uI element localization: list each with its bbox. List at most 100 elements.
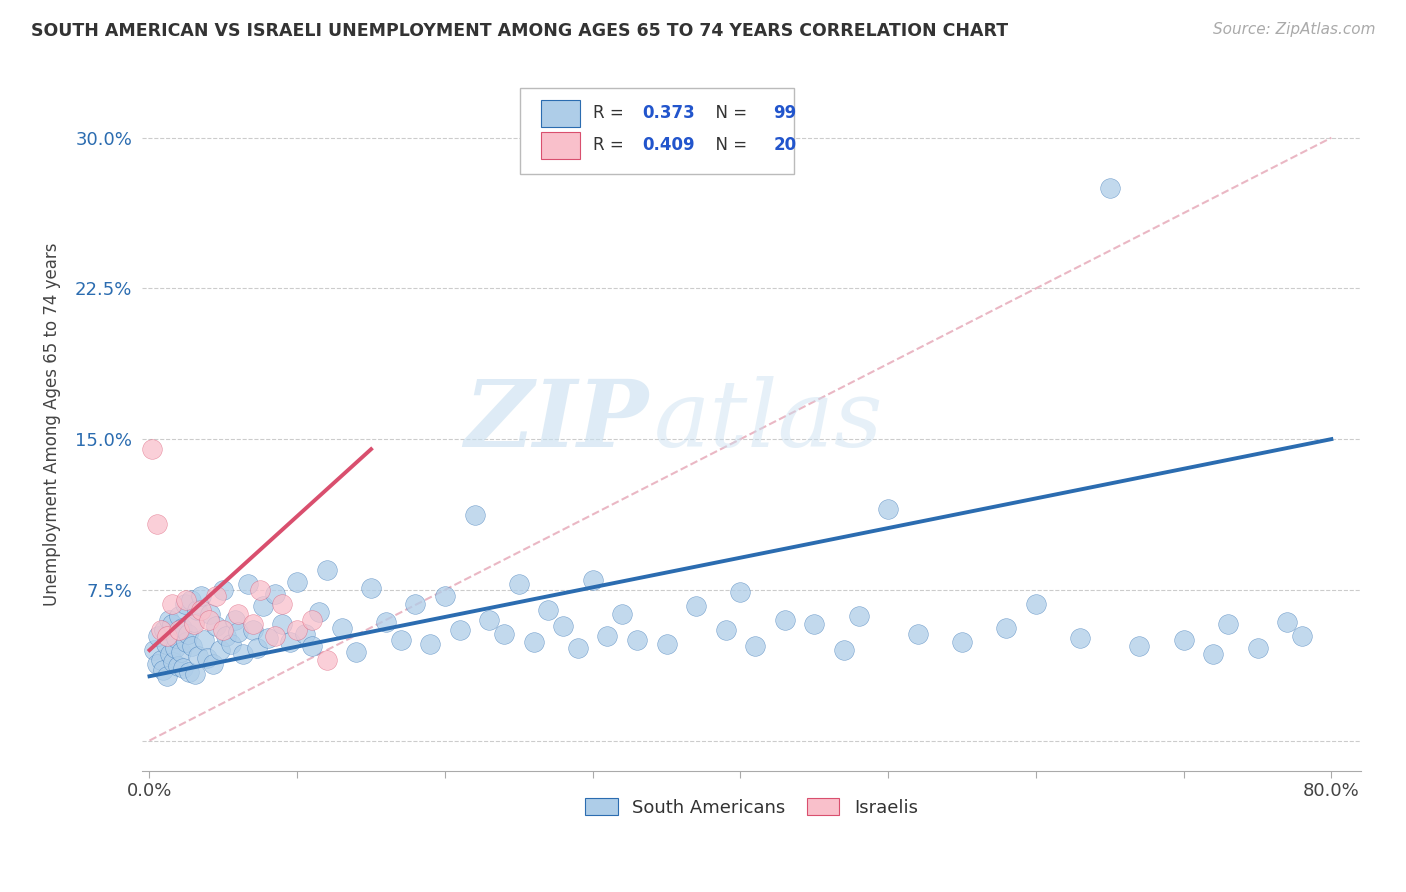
Legend: South Americans, Israelis: South Americans, Israelis (578, 791, 925, 824)
Point (212, 623, 235, 637)
Point (449, 623, 471, 637)
Text: ZIP: ZIP (464, 376, 648, 466)
Point (404, 597, 426, 611)
Point (494, 627, 516, 641)
Point (169, 645, 191, 659)
Point (832, 643, 855, 657)
Point (285, 574, 308, 589)
Point (150, 623, 173, 637)
Point (172, 661, 194, 675)
Point (177, 627, 200, 641)
Point (508, 577, 530, 591)
Point (195, 651, 218, 665)
Point (181, 639, 204, 653)
Point (523, 635, 546, 649)
Point (907, 627, 929, 641)
Point (626, 633, 648, 648)
Point (219, 637, 242, 651)
Point (179, 665, 201, 680)
Point (612, 607, 634, 621)
Point (156, 669, 179, 683)
Point (212, 582, 235, 597)
Point (271, 617, 294, 632)
Point (308, 605, 330, 619)
Point (209, 643, 232, 657)
Point (238, 577, 260, 591)
Point (1025, 597, 1047, 611)
Point (596, 629, 619, 643)
Point (162, 655, 184, 669)
Point (294, 627, 316, 641)
Point (242, 623, 264, 637)
Point (166, 659, 188, 673)
Point (180, 593, 202, 607)
Point (1098, 181, 1121, 195)
Point (803, 617, 825, 632)
Point (582, 573, 605, 587)
Point (160, 597, 183, 611)
Point (478, 613, 501, 627)
FancyBboxPatch shape (520, 87, 794, 175)
Point (1246, 641, 1268, 656)
Point (567, 641, 589, 656)
Point (163, 641, 186, 656)
Point (176, 635, 198, 649)
Point (315, 563, 337, 577)
Text: 99: 99 (773, 104, 797, 122)
Text: 0.409: 0.409 (641, 136, 695, 154)
Point (1069, 631, 1091, 645)
Point (344, 645, 367, 659)
Point (150, 653, 173, 667)
Point (360, 581, 382, 595)
Point (176, 593, 198, 607)
Point (1128, 639, 1150, 653)
Point (330, 621, 353, 635)
Point (160, 617, 183, 632)
Point (224, 613, 246, 627)
FancyBboxPatch shape (541, 132, 579, 159)
Text: 0.373: 0.373 (641, 104, 695, 122)
Point (197, 613, 219, 627)
Point (183, 617, 205, 632)
Point (264, 587, 287, 601)
Point (193, 633, 215, 648)
Text: R =: R = (593, 136, 628, 154)
Point (242, 617, 264, 632)
Point (198, 607, 221, 621)
Point (205, 589, 228, 603)
Point (153, 623, 176, 637)
Point (877, 502, 900, 516)
Point (183, 615, 205, 629)
Point (190, 589, 212, 603)
Point (730, 585, 752, 599)
Point (315, 653, 337, 667)
Text: N =: N = (706, 104, 752, 122)
Point (433, 589, 456, 603)
Y-axis label: Unemployment Among Ages 65 to 74 years: Unemployment Among Ages 65 to 74 years (44, 243, 60, 606)
Point (190, 603, 212, 617)
Point (187, 649, 209, 664)
Point (146, 516, 169, 531)
Point (167, 623, 190, 637)
Point (205, 619, 228, 633)
Point (285, 623, 308, 637)
Point (685, 599, 707, 613)
Point (184, 667, 207, 681)
Point (374, 615, 396, 629)
Point (170, 621, 193, 635)
Point (232, 647, 254, 661)
Point (165, 631, 187, 645)
Point (226, 607, 249, 621)
Point (1216, 617, 1239, 632)
Point (155, 637, 177, 651)
FancyBboxPatch shape (541, 100, 579, 127)
Point (714, 623, 737, 637)
Point (463, 508, 485, 523)
Point (537, 603, 560, 617)
Point (256, 631, 278, 645)
Point (167, 609, 190, 624)
Point (1202, 647, 1225, 661)
Point (744, 639, 766, 653)
Point (278, 635, 301, 649)
Point (301, 613, 323, 627)
